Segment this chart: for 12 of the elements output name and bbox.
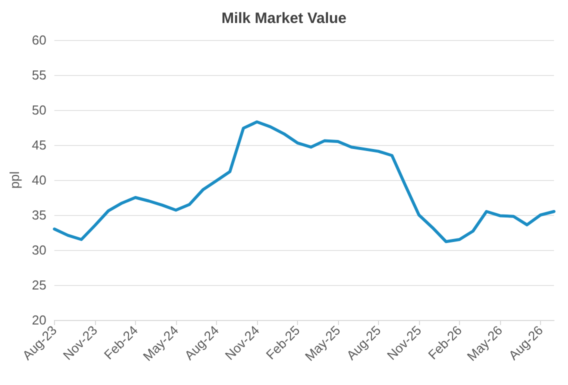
y-axis-title: ppl: [7, 171, 22, 189]
y-tick-label: 40: [32, 172, 46, 188]
y-tick-label: 35: [32, 208, 46, 222]
chart-title: Milk Market Value: [221, 10, 347, 27]
y-tick-label: 45: [32, 138, 46, 152]
y-tick-label: 60: [32, 32, 46, 48]
y-tick-label: 30: [32, 242, 46, 258]
y-tick-label: 50: [32, 102, 46, 118]
line-series: [52, 120, 556, 244]
y-tick-label: 25: [32, 278, 46, 292]
y-tick-label: 55: [32, 68, 46, 82]
y-tick-label: 20: [32, 312, 46, 328]
